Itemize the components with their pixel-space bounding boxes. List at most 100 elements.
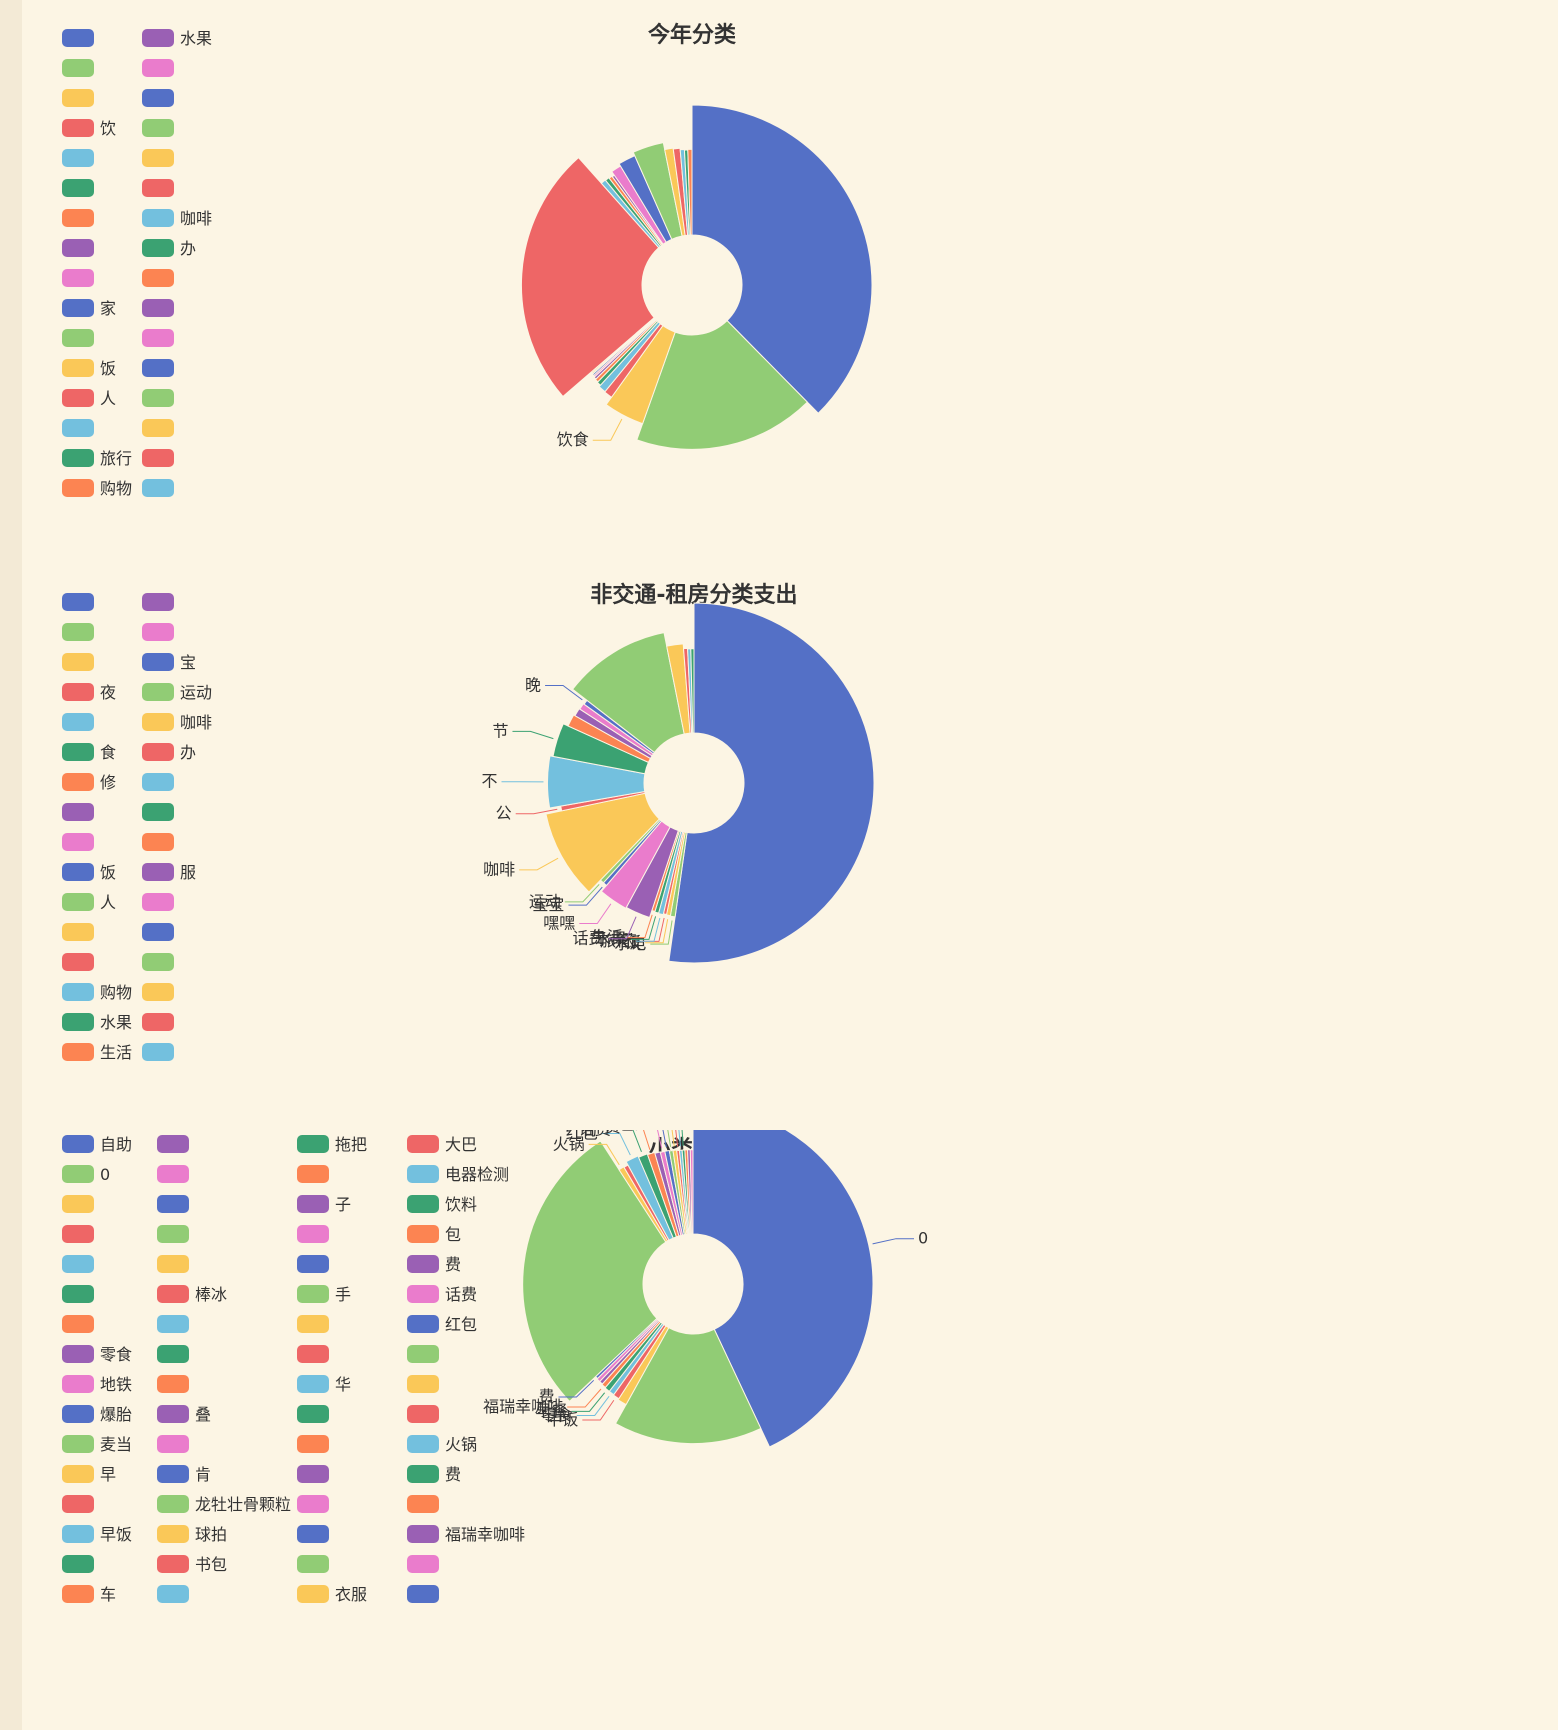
legend-item[interactable]: 零食 (62, 1345, 132, 1364)
legend-item[interactable] (62, 1495, 94, 1513)
legend-item[interactable] (407, 1495, 439, 1513)
legend-item[interactable] (62, 923, 94, 941)
pie-slice[interactable] (692, 1130, 874, 1448)
pie-slice[interactable] (546, 755, 646, 809)
legend-item[interactable] (142, 329, 174, 347)
legend-item[interactable] (62, 1315, 94, 1333)
legend-item[interactable] (157, 1165, 189, 1183)
legend-item[interactable]: 手 (297, 1285, 351, 1304)
legend-item[interactable] (142, 419, 174, 437)
legend-item[interactable] (142, 893, 174, 911)
legend-item[interactable] (142, 923, 174, 941)
legend-item[interactable]: 0 (62, 1165, 110, 1184)
legend-item[interactable] (297, 1315, 329, 1333)
legend-item[interactable] (62, 623, 94, 641)
legend-item[interactable] (62, 329, 94, 347)
legend-item[interactable] (62, 1285, 94, 1303)
legend-item[interactable] (62, 953, 94, 971)
legend-item[interactable]: 旅行 (62, 449, 132, 468)
pie-slice[interactable] (636, 319, 809, 450)
legend-item[interactable]: 饮料 (407, 1195, 477, 1214)
legend-item[interactable]: 修 (62, 773, 116, 792)
legend-item[interactable]: 咖啡 (142, 209, 212, 228)
pie-slice[interactable] (614, 1327, 762, 1445)
legend-item[interactable]: 办 (142, 743, 196, 762)
legend-item[interactable]: 生活 (62, 1043, 132, 1062)
legend-item[interactable]: 大巴 (407, 1135, 477, 1154)
legend-item[interactable]: 饭 (62, 359, 116, 378)
legend-item[interactable]: 包 (407, 1225, 461, 1244)
legend-item[interactable] (407, 1345, 439, 1363)
legend-item[interactable] (62, 269, 94, 287)
legend-item[interactable]: 宝 (142, 653, 196, 672)
legend-item[interactable] (62, 1255, 94, 1273)
legend-item[interactable] (142, 773, 174, 791)
legend-item[interactable] (142, 119, 174, 137)
legend-item[interactable]: 电器检测 (407, 1165, 509, 1184)
legend-item[interactable]: 服 (142, 863, 196, 882)
legend-item[interactable]: 拖把 (297, 1135, 367, 1154)
legend-item[interactable] (297, 1225, 329, 1243)
legend-item[interactable] (62, 713, 94, 731)
pie-slice[interactable] (691, 104, 873, 414)
legend-item[interactable] (142, 983, 174, 1001)
legend-item[interactable] (142, 179, 174, 197)
legend-item[interactable] (142, 593, 174, 611)
legend-item[interactable]: 水果 (142, 29, 212, 48)
legend-item[interactable]: 办 (142, 239, 196, 258)
legend-item[interactable] (142, 449, 174, 467)
legend-item[interactable] (142, 803, 174, 821)
legend-item[interactable] (157, 1255, 189, 1273)
legend-item[interactable] (62, 419, 94, 437)
legend-item[interactable]: 话费 (407, 1285, 477, 1304)
legend-item[interactable]: 地铁 (62, 1375, 132, 1394)
legend-item[interactable] (297, 1405, 329, 1423)
legend-item[interactable]: 费 (407, 1255, 461, 1274)
legend-item[interactable] (297, 1555, 329, 1573)
legend-item[interactable]: 运动 (142, 683, 212, 702)
legend-item[interactable]: 衣服 (297, 1585, 367, 1604)
pie-slice[interactable] (687, 148, 693, 236)
legend-item[interactable]: 肯 (157, 1465, 211, 1484)
legend-item[interactable] (297, 1495, 329, 1513)
legend-item[interactable]: 人 (62, 389, 116, 408)
legend-item[interactable] (297, 1345, 329, 1363)
legend-item[interactable] (142, 1043, 174, 1061)
legend-item[interactable]: 饮 (62, 119, 116, 138)
legend-item[interactable] (142, 389, 174, 407)
legend-item[interactable] (62, 239, 94, 257)
legend-item[interactable] (407, 1555, 439, 1573)
legend-item[interactable]: 早饭 (62, 1525, 132, 1544)
legend-item[interactable] (62, 89, 94, 107)
legend-item[interactable] (142, 299, 174, 317)
legend-item[interactable] (157, 1585, 189, 1603)
pie-slice[interactable] (690, 648, 695, 734)
legend-item[interactable] (142, 149, 174, 167)
legend-item[interactable]: 球拍 (157, 1525, 227, 1544)
legend-item[interactable] (297, 1435, 329, 1453)
legend-item[interactable] (407, 1585, 439, 1603)
legend-item[interactable] (157, 1225, 189, 1243)
legend-item[interactable] (62, 653, 94, 671)
legend-item[interactable]: 人 (62, 893, 116, 912)
legend-item[interactable]: 棒冰 (157, 1285, 227, 1304)
pie-slice[interactable] (668, 602, 875, 964)
legend-item[interactable]: 叠 (157, 1405, 211, 1424)
legend-item[interactable]: 费 (407, 1465, 461, 1484)
legend-item[interactable] (297, 1525, 329, 1543)
legend-item[interactable] (62, 1225, 94, 1243)
legend-item[interactable]: 红包 (407, 1315, 477, 1334)
legend-item[interactable]: 水果 (62, 1013, 132, 1032)
legend-item[interactable] (407, 1405, 439, 1423)
legend-item[interactable] (62, 1195, 94, 1213)
legend-item[interactable] (142, 89, 174, 107)
legend-item[interactable] (142, 1013, 174, 1031)
legend-item[interactable] (157, 1435, 189, 1453)
pie-slice[interactable] (545, 792, 661, 893)
legend-item[interactable]: 麦当 (62, 1435, 132, 1454)
legend-item[interactable] (142, 833, 174, 851)
legend-item[interactable]: 早 (62, 1465, 116, 1484)
legend-item[interactable]: 子 (297, 1195, 351, 1214)
legend-item[interactable] (297, 1465, 329, 1483)
legend-item[interactable] (142, 359, 174, 377)
